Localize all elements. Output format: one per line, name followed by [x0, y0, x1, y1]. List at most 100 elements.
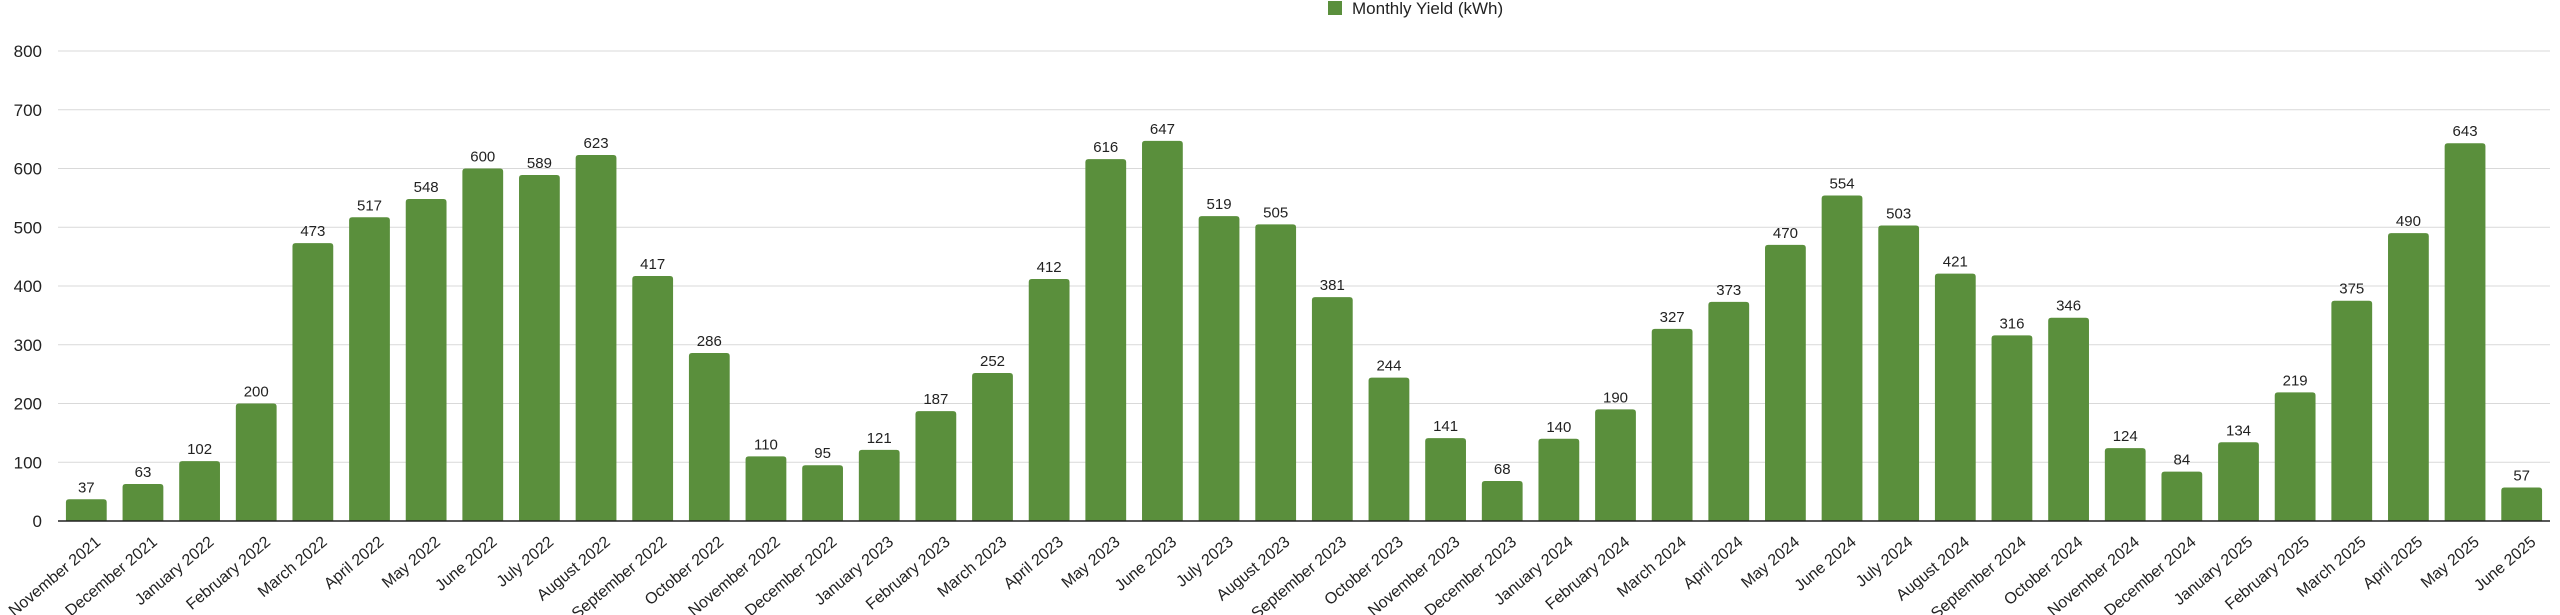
- bar: [2331, 300, 2373, 521]
- data-label: 286: [697, 333, 722, 350]
- data-label: 327: [1660, 309, 1685, 326]
- data-label: 589: [527, 155, 552, 172]
- x-tick-label: April 2022: [321, 534, 387, 593]
- bar: [575, 154, 617, 522]
- data-label: 63: [135, 464, 152, 481]
- bar: [349, 217, 390, 521]
- bar: [1425, 438, 1466, 521]
- bar: [2444, 143, 2486, 522]
- y-tick-label: 800: [14, 42, 42, 61]
- bar: [1708, 301, 1750, 521]
- data-label: 134: [2226, 422, 2251, 439]
- bar: [1934, 273, 1976, 521]
- data-label: 190: [1603, 389, 1628, 406]
- bar: [1821, 195, 1863, 521]
- data-label: 316: [1999, 315, 2024, 332]
- bar: [292, 243, 334, 522]
- legend: Monthly Yield (kWh): [1328, 0, 1503, 18]
- data-label: 244: [1376, 358, 1401, 375]
- data-label: 517: [357, 197, 382, 214]
- data-label: 219: [2283, 372, 2308, 389]
- data-label: 470: [1773, 225, 1798, 242]
- data-label: 490: [2396, 213, 2421, 230]
- bar: [2218, 442, 2259, 521]
- data-label: 554: [1830, 176, 1855, 193]
- data-label: 110: [754, 436, 778, 453]
- bar: [2274, 392, 2316, 521]
- data-label: 381: [1320, 277, 1345, 294]
- y-tick-label: 0: [33, 512, 42, 531]
- bar: [235, 403, 277, 521]
- bar: [405, 199, 447, 522]
- data-label: 505: [1263, 204, 1288, 221]
- bar: [462, 168, 504, 521]
- data-label: 616: [1093, 139, 1118, 156]
- legend-swatch: [1328, 1, 1342, 15]
- bar: [802, 465, 843, 521]
- bar: [179, 461, 220, 521]
- data-label: 548: [414, 179, 439, 196]
- bar: [1651, 328, 1693, 521]
- data-label: 252: [980, 353, 1005, 370]
- data-label: 373: [1716, 282, 1741, 299]
- data-label: 421: [1943, 254, 1968, 271]
- data-label: 643: [2453, 123, 2478, 140]
- bar: [1481, 481, 1523, 521]
- x-tick-label: April 2024: [1680, 534, 1746, 593]
- data-label: 346: [2056, 298, 2081, 315]
- bar: [858, 449, 900, 521]
- data-label: 375: [2339, 281, 2364, 298]
- y-tick-label: 600: [14, 160, 42, 179]
- data-label: 68: [1494, 461, 1511, 478]
- bar: [632, 276, 674, 521]
- data-label: 57: [2513, 468, 2530, 485]
- bar: [972, 372, 1013, 521]
- data-label: 140: [1546, 419, 1571, 436]
- x-tick-label: April 2023: [1001, 534, 1067, 593]
- y-tick-label: 200: [14, 395, 42, 414]
- bar: [519, 174, 560, 521]
- y-tick-label: 500: [14, 218, 42, 237]
- data-label: 141: [1433, 418, 1458, 435]
- y-tick-label: 400: [14, 277, 42, 296]
- bar: [745, 456, 787, 521]
- data-label: 95: [814, 445, 831, 462]
- data-label: 187: [923, 391, 948, 408]
- bars: [65, 140, 2543, 522]
- bar: [1538, 438, 1580, 521]
- data-label: 473: [300, 223, 325, 240]
- data-label: 623: [584, 135, 609, 152]
- data-label: 519: [1207, 196, 1232, 213]
- bar: [2501, 487, 2543, 521]
- bar: [1311, 297, 1353, 521]
- bar: [1765, 244, 1806, 521]
- data-label: 417: [640, 256, 665, 273]
- data-label: 37: [78, 479, 95, 496]
- y-axis-ticks: 0 100 200 300 400 500 600 700 800: [14, 42, 42, 531]
- legend-label: Monthly Yield (kWh): [1352, 0, 1503, 18]
- bar: [2048, 317, 2089, 521]
- bar: [2104, 448, 2146, 521]
- data-labels: 37 63 102 200 473 517 548 600 589 623 417 286 110 95 1…: [78, 121, 2530, 496]
- y-tick-label: 100: [14, 453, 42, 472]
- bar: [1028, 278, 1070, 521]
- data-label: 503: [1886, 205, 1911, 222]
- bar: [65, 499, 107, 521]
- data-label: 102: [187, 441, 212, 458]
- x-tick-label: June 2023: [1112, 534, 1180, 595]
- y-tick-label: 300: [14, 336, 42, 355]
- x-tick-label: June 2024: [1792, 534, 1860, 595]
- bar: [1991, 335, 2033, 521]
- bar: [122, 483, 164, 521]
- bar: [1085, 159, 1127, 521]
- data-label: 647: [1150, 121, 1175, 138]
- bar: [1198, 216, 1240, 521]
- data-label: 600: [470, 149, 495, 166]
- bar: [1142, 140, 1183, 521]
- bar: [1595, 409, 1636, 521]
- bar: [1878, 225, 1920, 522]
- bar: [1255, 224, 1297, 521]
